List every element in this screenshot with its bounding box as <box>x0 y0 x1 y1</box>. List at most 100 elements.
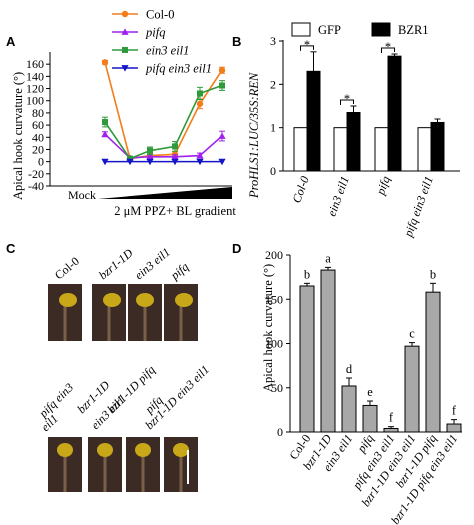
panel-a-data-point <box>218 67 226 74</box>
panel-b-x-tick-label: pifq <box>373 174 393 197</box>
panel-a-legend-label: Col-0 <box>146 8 174 22</box>
panel-c-genotype-label: pifq ein3 <box>36 380 77 421</box>
panel-a-data-point <box>126 158 134 166</box>
panel-a-legend-label: pifq ein3 eil1 <box>145 62 212 76</box>
seedling-cotyledon <box>57 443 73 457</box>
panel-c-genotype-label: ein3 eil1 <box>132 245 173 283</box>
panel-b-y-axis: 0 1 2 3 <box>270 34 283 178</box>
panel-d-bar <box>425 291 441 433</box>
panel-a-y-tick-label: 120 <box>26 82 44 96</box>
panel-c-genotype-label: bzr1-1D <box>96 246 136 283</box>
seedling-stem <box>143 302 147 341</box>
seedling-stem <box>103 452 107 492</box>
panel-a-y-tick-label: 60 <box>32 118 44 132</box>
panel-d-significance-letter: b <box>430 267 436 281</box>
seedling-stem <box>107 302 111 341</box>
panel-b-bar <box>374 127 389 172</box>
panel-d-significance-letter: a <box>325 251 331 265</box>
panel-d-bar <box>383 427 399 433</box>
panel-a-legend-label: ein3 eil1 <box>146 44 189 58</box>
panel-b-label: B <box>232 34 241 49</box>
seedling-stem <box>63 302 67 341</box>
seedling-cotyledon <box>175 293 193 307</box>
panel-d-bar <box>299 285 315 433</box>
seedling-stem <box>179 452 183 492</box>
panel-c-genotype-label: pifq <box>167 260 191 283</box>
seedling-cotyledon <box>59 293 77 307</box>
panel-b-x-axis: Col-0 ein3 eil1 pifq pifq ein3 eil1 <box>289 174 436 239</box>
panel-a-y-tick-label: 100 <box>26 94 44 108</box>
panel-a-y-tick-label: 80 <box>32 106 44 120</box>
panel-b-significance-star: * <box>344 92 350 106</box>
panel-a-x-label: 2 μM PPZ+ BL gradient <box>114 204 236 218</box>
panel-b-significance-bracket <box>381 47 395 53</box>
panel-a-data-point <box>146 158 154 166</box>
seedling-cotyledon <box>136 293 154 307</box>
panel-a-series-line <box>104 133 223 159</box>
panel-b-y-tick-label: 0 <box>270 164 276 178</box>
panel-b-plot: * * * <box>293 38 445 172</box>
panel-b-x-tick-label: Col-0 <box>289 174 312 204</box>
panel-a-y-tick-label: 140 <box>26 69 44 83</box>
panel-d-y-tick-label: 200 <box>265 248 283 262</box>
seedling-stem <box>141 452 145 492</box>
panel-d-y-tick-label: 150 <box>265 292 283 306</box>
seedling-cotyledon <box>135 443 151 457</box>
panel-b-bar <box>306 70 321 172</box>
panel-d-plot: b a de f c b f <box>299 251 462 433</box>
panel-a-y-tick-label: 40 <box>32 130 44 144</box>
panel-b-legend-swatch <box>371 22 391 37</box>
panel-b-y-tick-label: 3 <box>270 34 276 48</box>
seedling-stem <box>63 452 67 492</box>
panel-b-significance-star: * <box>304 38 310 52</box>
panel-d-y-axis: 0 50 100 150 200 <box>265 248 290 439</box>
panel-b-bar <box>430 121 445 172</box>
panel-d-label: D <box>232 241 241 256</box>
seedling-cotyledon <box>103 293 121 307</box>
panel-a-data-point <box>147 147 153 154</box>
panel-c-label: C <box>6 241 16 256</box>
panel-d-bar <box>446 423 462 433</box>
panel-b: B 0 1 2 3 ProHLS1:LUC/35S:REN * * * Col-0 ein3… <box>232 22 460 239</box>
panel-a-x-mock-label: Mock <box>68 188 96 202</box>
panel-d-significance-letter: e <box>367 385 373 399</box>
panel-b-bar <box>387 55 402 172</box>
panel-a-legend-marker <box>121 65 129 72</box>
panel-b-x-tick-label: ein3 eil1 <box>324 174 351 218</box>
panel-d-y-tick-label: 0 <box>277 425 283 439</box>
panel-b-y-tick-label: 2 <box>270 77 276 91</box>
panel-d-y-tick-label: 50 <box>271 381 283 395</box>
panel-b-legend-swatch <box>291 22 311 37</box>
panel-d: D 0 50 100 150 200 Apical hook curvature (°)… <box>232 241 462 525</box>
panel-b-legend-label: GFP <box>318 23 341 37</box>
panel-b-y-label: ProHLS1:LUC/35S:REN <box>247 72 261 199</box>
panel-a-legend-label: pifq <box>145 26 165 40</box>
panel-a-data-point <box>218 132 226 139</box>
panel-a-y-tick-label: 20 <box>32 142 44 156</box>
panel-c-genotype-label: Col-0 <box>52 254 82 282</box>
panel-a-y-tick-label: 0 <box>38 155 44 169</box>
panel-d-significance-letter: d <box>346 362 353 376</box>
panel-a-data-point <box>171 158 179 166</box>
panel-d-significance-letter: f <box>452 404 457 418</box>
panel-a-data-point <box>196 151 204 159</box>
panel-a-data-point <box>196 158 204 166</box>
panel-a-y-tick-label: -40 <box>28 179 44 193</box>
panel-a-data-point <box>172 143 178 150</box>
seedling-stem <box>179 302 183 341</box>
panel-b-legend: GFP BZR1 <box>291 22 429 37</box>
panel-a-data-point <box>102 119 108 126</box>
panel-a-y-tick-label: -20 <box>28 167 44 181</box>
panel-a-legend: Col-0 pifq ein3 eil1 pifq ein3 eil1 <box>112 8 212 76</box>
panel-b-bar <box>346 112 361 172</box>
panel-a-data-point <box>127 155 133 162</box>
panel-a-data-point <box>219 82 225 89</box>
panel-b-x-tick-label: pifq ein3 eil1 <box>401 174 436 239</box>
panel-a-data-point <box>146 153 154 160</box>
panel-b-significance-star: * <box>385 40 391 54</box>
